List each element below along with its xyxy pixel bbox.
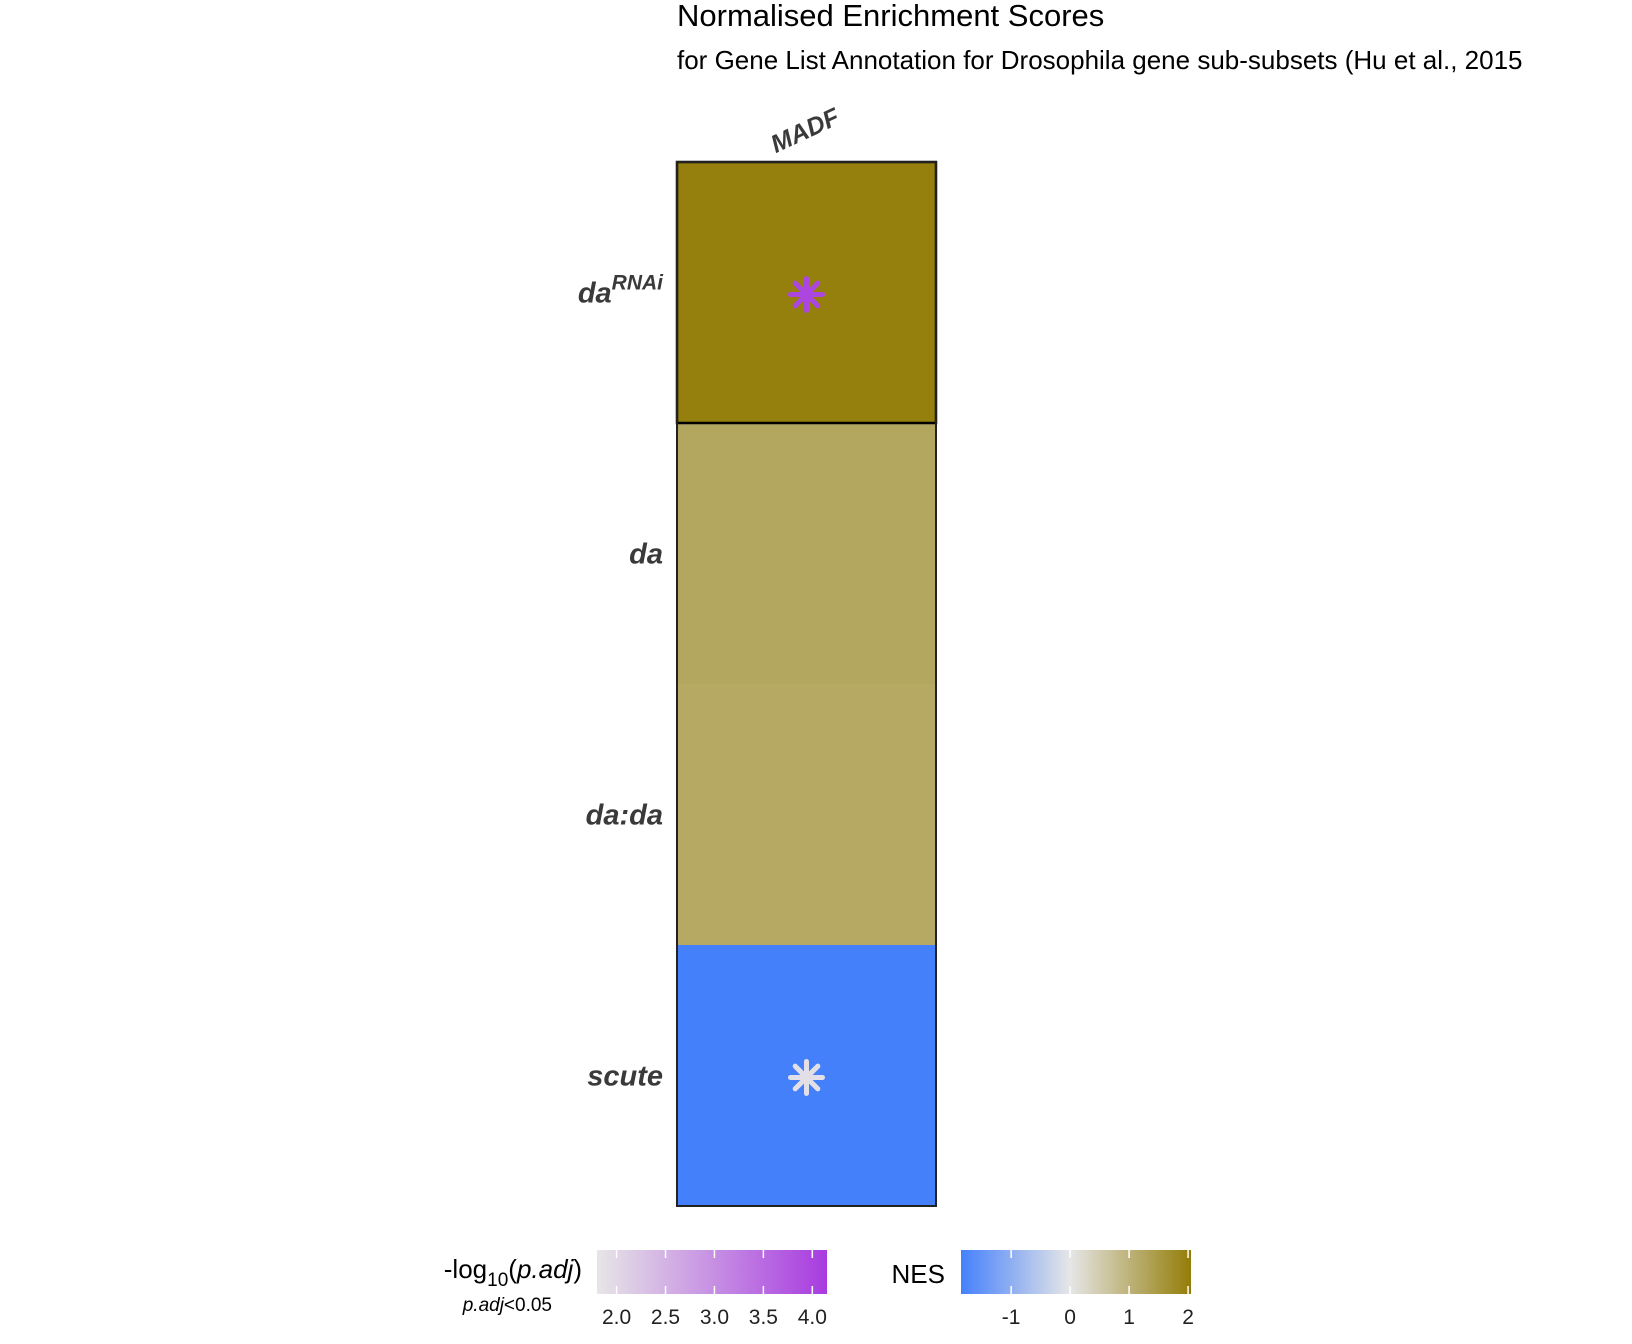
row-labels: daRNAi da da:da scute [578,272,664,1093]
nes-ticks: -1 0 1 2 [1002,1250,1194,1329]
row-label: da:da [586,800,663,832]
significance-markers [788,276,825,1096]
significance-asterisk [788,1059,825,1096]
padj-legend-note: p.adj<0.05 [462,1295,552,1316]
tick-label: -1 [1002,1306,1021,1329]
heatmap-cell [677,684,936,945]
row-label: scute [587,1061,663,1093]
heatmap-cell [677,423,936,684]
tick-label: 2.0 [602,1306,631,1329]
padj-ticks: 2.0 2.5 3.0 3.5 4.0 [602,1250,827,1329]
padj-legend: -log10(p.adj) p.adj<0.05 2.0 2.5 3.0 3.5 4.0 [444,1250,827,1329]
row-label: da [629,539,663,571]
column-label: MADF [766,102,844,158]
nes-legend: NES -1 0 1 2 [892,1250,1194,1329]
heatmap-border [676,161,937,1207]
column-labels: MADF [766,102,844,158]
row-label: daRNAi [578,272,664,310]
tick-label: 4.0 [798,1306,827,1329]
tick-label: 3.5 [749,1306,778,1329]
tick-label: 0 [1064,1306,1076,1329]
chart-subtitle: for Gene List Annotation for Drosophila … [677,45,1523,75]
tick-label: 2 [1182,1306,1194,1329]
significance-asterisk [788,276,825,313]
tick-label: 3.0 [700,1306,729,1329]
nes-colorbar [961,1250,1191,1294]
padj-colorbar [597,1250,827,1294]
chart-title: Normalised Enrichment Scores [677,0,1104,33]
padj-legend-title: -log10(p.adj) [444,1254,582,1291]
tick-label: 2.5 [651,1306,680,1329]
nes-legend-title: NES [892,1259,945,1289]
heatmap-cells [675,160,938,1207]
tick-label: 1 [1123,1306,1135,1329]
